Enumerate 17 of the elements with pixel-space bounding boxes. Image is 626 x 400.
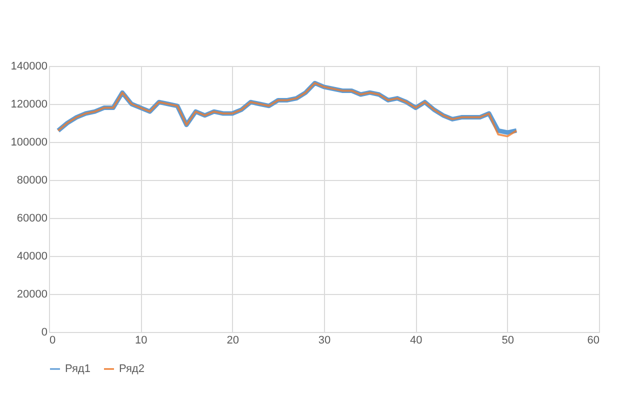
y-tick-label: 20000 xyxy=(16,288,48,300)
y-tick-label: 40000 xyxy=(16,250,48,262)
x-tick-label: 20 xyxy=(226,334,239,346)
x-tick-label: 10 xyxy=(135,334,148,346)
legend-label: Ряд2 xyxy=(119,363,144,375)
legend-label: Ряд1 xyxy=(65,363,90,375)
y-tick-label: 120000 xyxy=(10,98,48,110)
y-tick-label: 0 xyxy=(41,326,48,338)
x-tick-label: 0 xyxy=(50,334,56,346)
y-tick-label: 60000 xyxy=(16,212,48,224)
y-tick-label: 80000 xyxy=(16,174,48,186)
x-tick-label: 60 xyxy=(587,334,600,346)
y-tick-label: 100000 xyxy=(10,136,48,148)
x-tick-label: 30 xyxy=(318,334,331,346)
y-tick-label: 140000 xyxy=(10,60,48,72)
x-tick-label: 50 xyxy=(502,334,514,346)
x-tick-label: 40 xyxy=(410,334,422,346)
